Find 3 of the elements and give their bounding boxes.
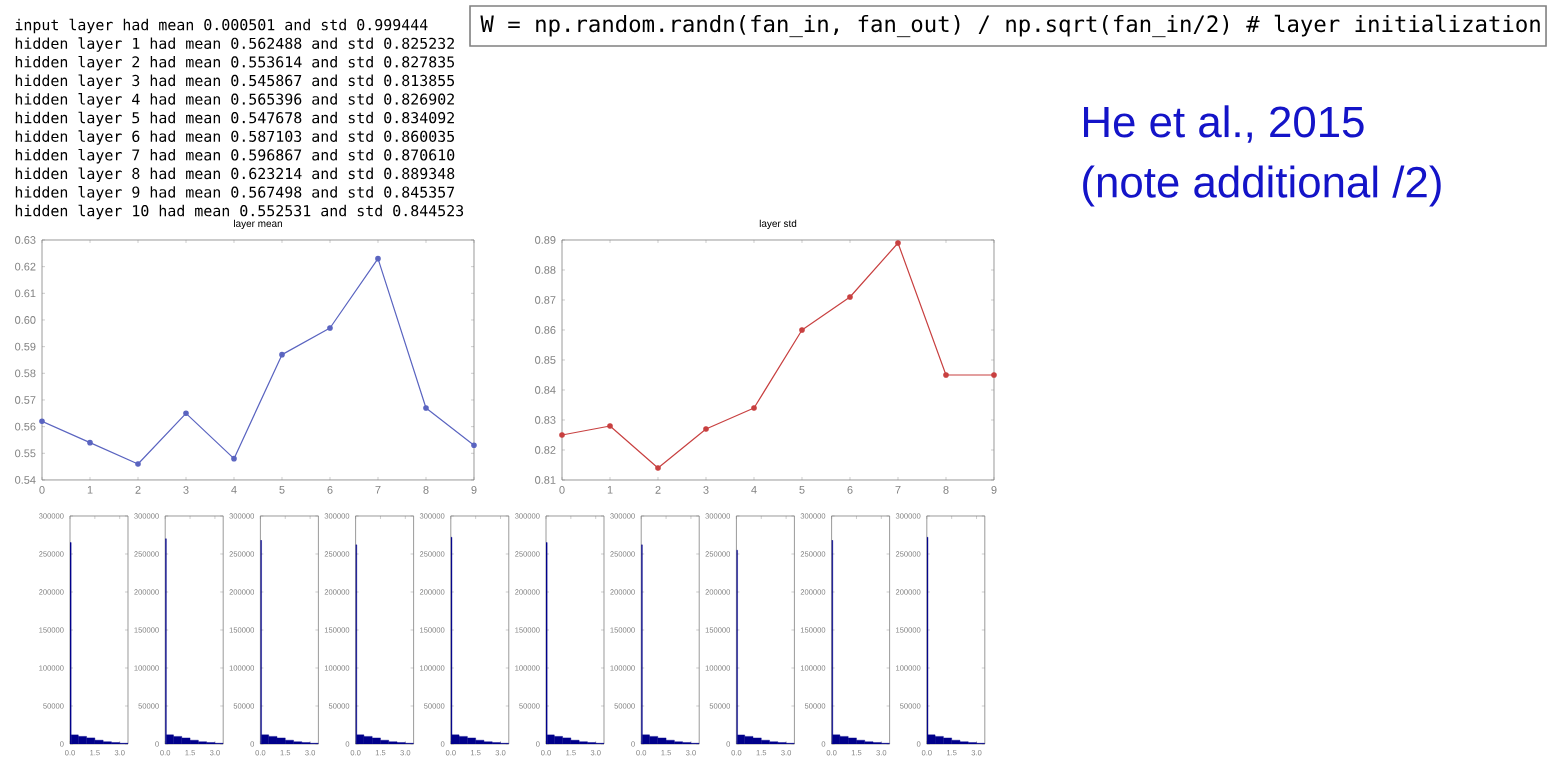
text: He et al., 2015 (1084, 105, 1364, 143)
text: (note additional /2) (1083, 165, 1441, 207)
text: W = np.random.randn(fan_in, fan_out) / np.sqrt(fan_in/2) # layer initialization (480, 14, 1540, 38)
